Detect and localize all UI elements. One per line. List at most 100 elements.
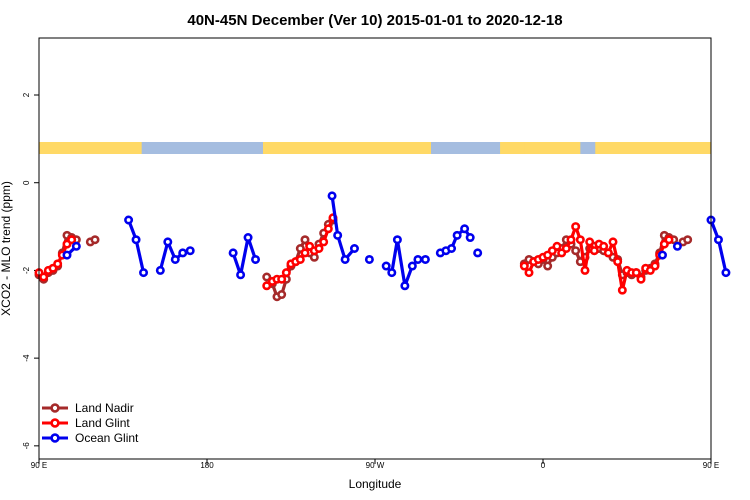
y-tick-label: 0 bbox=[22, 180, 31, 185]
series-ocean-glint bbox=[62, 191, 731, 291]
data-point-ocean-glint bbox=[392, 235, 402, 245]
x-tick-label: 0 bbox=[541, 461, 546, 470]
legend-marker bbox=[50, 418, 60, 428]
legend-item-ocean-glint: Ocean Glint bbox=[42, 431, 139, 445]
series-layer bbox=[34, 191, 731, 302]
data-point-land-glint bbox=[319, 237, 329, 247]
data-point-ocean-glint bbox=[228, 248, 238, 258]
data-point-land-glint bbox=[67, 235, 77, 245]
data-point-ocean-glint bbox=[243, 233, 253, 243]
data-point-ocean-glint bbox=[333, 230, 343, 240]
data-point-land-glint bbox=[585, 237, 595, 247]
data-point-land-glint bbox=[39, 272, 49, 282]
data-point-land-glint bbox=[613, 257, 623, 267]
legend-label: Ocean Glint bbox=[75, 431, 139, 445]
data-point-land-glint bbox=[580, 265, 590, 275]
data-point-ocean-glint bbox=[364, 254, 374, 264]
data-point-land-glint bbox=[664, 235, 674, 245]
y-tick-label: -2 bbox=[22, 266, 31, 274]
data-point-ocean-glint bbox=[721, 268, 731, 278]
data-point-land-glint bbox=[314, 244, 324, 254]
data-point-ocean-glint bbox=[163, 237, 173, 247]
data-point-land-glint bbox=[566, 235, 576, 245]
data-point-ocean-glint bbox=[340, 254, 350, 264]
data-point-ocean-glint bbox=[420, 254, 430, 264]
data-point-ocean-glint bbox=[447, 244, 457, 254]
data-point-land-nadir bbox=[543, 261, 553, 271]
data-point-ocean-glint bbox=[236, 270, 246, 280]
data-point-ocean-glint bbox=[349, 244, 359, 254]
data-point-land-glint bbox=[295, 254, 305, 264]
data-point-ocean-glint bbox=[387, 268, 397, 278]
data-point-ocean-glint bbox=[400, 281, 410, 291]
data-point-ocean-glint bbox=[178, 248, 188, 258]
data-point-ocean-glint bbox=[327, 191, 337, 201]
y-axis: 2 0 -2 -4 -6 bbox=[22, 92, 39, 449]
y-axis-label: XCO2 - MLO trend (ppm) bbox=[0, 181, 13, 316]
legend-label: Land Nadir bbox=[75, 401, 134, 415]
data-point-ocean-glint bbox=[62, 250, 72, 260]
data-point-land-glint bbox=[561, 244, 571, 254]
data-point-land-glint bbox=[524, 268, 534, 278]
data-point-land-glint bbox=[323, 224, 333, 234]
data-point-land-glint bbox=[571, 222, 581, 232]
y-tick-label: 2 bbox=[22, 92, 31, 97]
data-point-ocean-glint bbox=[381, 261, 391, 271]
legend-label: Land Glint bbox=[75, 416, 130, 430]
data-point-land-glint bbox=[519, 261, 529, 271]
series-line-ocean-glint bbox=[127, 219, 146, 273]
data-point-land-glint bbox=[636, 274, 646, 284]
chart-title: 40N-45N December (Ver 10) 2015-01-01 to … bbox=[187, 12, 562, 29]
series-land-glint bbox=[34, 213, 674, 295]
data-point-ocean-glint bbox=[185, 246, 195, 256]
data-point-land-glint bbox=[552, 241, 562, 251]
data-point-ocean-glint bbox=[170, 254, 180, 264]
legend-marker bbox=[50, 433, 60, 443]
series-land-nadir bbox=[34, 215, 693, 302]
series-line-ocean-glint bbox=[709, 219, 728, 273]
data-point-land-glint bbox=[631, 268, 641, 278]
data-point-land-glint bbox=[262, 281, 272, 291]
data-point-land-glint bbox=[650, 261, 660, 271]
data-point-ocean-glint bbox=[155, 265, 165, 275]
data-point-land-glint bbox=[575, 235, 585, 245]
data-point-land-nadir bbox=[300, 235, 310, 245]
land-band bbox=[617, 142, 711, 154]
data-point-land-nadir bbox=[90, 235, 100, 245]
y-tick-label: -4 bbox=[22, 354, 31, 362]
data-point-land-nadir bbox=[571, 246, 581, 256]
data-point-land-nadir bbox=[277, 290, 287, 300]
data-point-land-glint bbox=[281, 268, 291, 278]
data-point-ocean-glint bbox=[465, 233, 475, 243]
y-tick-label: -6 bbox=[22, 442, 31, 450]
series-line-ocean-glint bbox=[330, 195, 356, 262]
x-tick-label: 90 E bbox=[703, 461, 719, 470]
land-band bbox=[524, 142, 571, 154]
data-point-ocean-glint bbox=[131, 235, 141, 245]
data-point-land-glint bbox=[300, 248, 310, 258]
data-point-ocean-glint bbox=[71, 241, 81, 251]
data-point-ocean-glint bbox=[124, 215, 134, 225]
data-point-land-glint bbox=[608, 237, 618, 247]
data-point-ocean-glint bbox=[139, 268, 149, 278]
data-point-land-glint bbox=[617, 285, 627, 295]
data-point-land-nadir bbox=[262, 272, 272, 282]
x-tick-label: 90 E bbox=[31, 461, 47, 470]
data-point-land-glint bbox=[277, 274, 287, 284]
data-point-land-glint bbox=[599, 241, 609, 251]
data-point-ocean-glint bbox=[452, 230, 462, 240]
data-point-land-glint bbox=[589, 246, 599, 256]
data-point-ocean-glint bbox=[460, 224, 470, 234]
data-point-ocean-glint bbox=[473, 248, 483, 258]
x-axis: 90 E 180 90 W 0 90 E bbox=[31, 459, 719, 470]
data-point-land-nadir bbox=[683, 235, 693, 245]
legend-item-land-glint: Land Glint bbox=[42, 416, 130, 430]
plot-frame bbox=[38, 37, 712, 460]
data-point-land-glint bbox=[603, 248, 613, 258]
legend-marker bbox=[50, 403, 60, 413]
data-point-ocean-glint bbox=[413, 254, 423, 264]
series-line-ocean-glint bbox=[231, 235, 258, 277]
data-point-ocean-glint bbox=[672, 241, 682, 251]
